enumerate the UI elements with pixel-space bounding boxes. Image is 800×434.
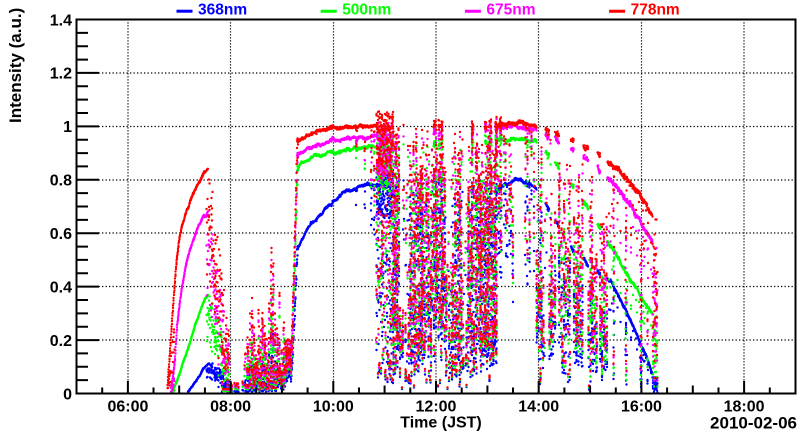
svg-text:Time (JST): Time (JST): [400, 415, 482, 432]
svg-text:1.4: 1.4: [50, 12, 72, 29]
svg-text:06:00: 06:00: [107, 399, 148, 416]
svg-text:14:00: 14:00: [518, 399, 559, 416]
svg-text:368nm: 368nm: [198, 2, 247, 19]
svg-text:675nm: 675nm: [486, 2, 535, 19]
svg-text:778nm: 778nm: [631, 2, 680, 19]
svg-text:16:00: 16:00: [621, 399, 662, 416]
svg-text:0: 0: [63, 386, 72, 403]
svg-text:08:00: 08:00: [210, 399, 251, 416]
svg-text:12:00: 12:00: [416, 399, 457, 416]
svg-text:1.2: 1.2: [50, 66, 72, 83]
svg-text:Intensity (a.u.): Intensity (a.u.): [6, 8, 25, 123]
svg-text:0.8: 0.8: [50, 173, 72, 190]
svg-text:18:00: 18:00: [724, 399, 765, 416]
svg-text:2010-02-06: 2010-02-06: [710, 414, 797, 433]
svg-text:0.2: 0.2: [50, 333, 72, 350]
svg-text:10:00: 10:00: [313, 399, 354, 416]
svg-text:500nm: 500nm: [342, 2, 391, 19]
svg-text:0.4: 0.4: [50, 279, 72, 296]
svg-text:1: 1: [63, 119, 72, 136]
svg-text:0.6: 0.6: [50, 226, 72, 243]
